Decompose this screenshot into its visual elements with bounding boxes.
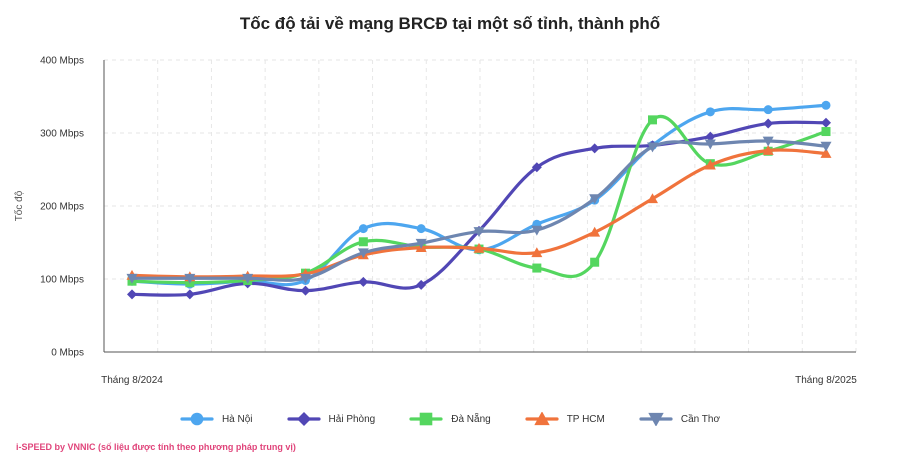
data-point <box>648 115 657 125</box>
data-point <box>473 227 485 238</box>
legend-label: Hải Phòng <box>328 413 376 425</box>
data-point <box>821 117 831 128</box>
data-point <box>820 141 832 152</box>
data-point <box>589 226 601 237</box>
legend-label: Đà Nẵng <box>451 413 491 425</box>
data-point <box>416 279 427 290</box>
data-point <box>763 118 774 129</box>
data-point <box>705 131 716 142</box>
data-point <box>532 263 542 273</box>
grid-layer <box>103 59 857 352</box>
legend-item[interactable]: Đà Nẵng <box>409 412 491 426</box>
data-point <box>821 127 831 137</box>
x-tick-label-start: Tháng 8/2024 <box>101 375 163 386</box>
legend-swatch <box>639 412 673 426</box>
footer-note: i-SPEED by VNNIC (số liệu được tính theo… <box>16 442 296 452</box>
series-line <box>130 148 828 279</box>
series-1 <box>127 117 831 300</box>
legend-swatch <box>525 412 559 426</box>
y-tick-label: 200 Mbps <box>40 202 84 213</box>
data-point <box>704 139 716 150</box>
legend-label: Hà Nội <box>221 413 253 425</box>
legend-marker <box>190 412 204 426</box>
series-layer <box>126 100 832 300</box>
data-point <box>589 143 600 154</box>
y-tick-label: 100 Mbps <box>40 275 84 286</box>
legend-marker <box>419 412 433 426</box>
series-line <box>130 103 828 287</box>
data-point <box>416 224 426 234</box>
data-point <box>763 105 773 115</box>
y-tick-label: 0 Mbps <box>51 348 84 359</box>
data-point <box>531 162 542 173</box>
legend: Hà Nội Hải Phòng Đà Nẵng TP HCM Cần Thơ <box>0 412 900 426</box>
data-point <box>358 276 369 287</box>
data-point <box>647 193 658 204</box>
data-point <box>184 273 196 284</box>
legend-swatch <box>409 412 443 426</box>
data-point <box>473 242 485 253</box>
data-point <box>762 136 774 147</box>
legend-item[interactable]: TP HCM <box>525 412 605 426</box>
data-point <box>126 273 138 284</box>
legend-marker <box>296 412 311 426</box>
legend-label: Cần Thơ <box>680 413 721 425</box>
legend-item[interactable]: Cần Thơ <box>639 412 720 426</box>
chart-title: Tốc độ tải về mạng BRCĐ tại một số tỉnh,… <box>239 14 661 33</box>
data-point <box>647 142 658 153</box>
data-point <box>531 247 543 258</box>
legend-marker <box>534 412 550 426</box>
series-0 <box>127 100 831 289</box>
data-point <box>821 100 831 110</box>
y-axis-title: Tốc độ <box>13 190 25 221</box>
data-point <box>127 289 137 300</box>
legend-marker <box>648 412 664 426</box>
legend-item[interactable]: Hà Nội <box>180 412 253 426</box>
data-point <box>358 224 368 234</box>
data-point <box>704 159 716 170</box>
data-point <box>357 248 369 259</box>
legend-label: TP HCM <box>566 413 605 425</box>
data-point <box>242 273 254 284</box>
data-point <box>820 147 832 158</box>
data-point <box>705 107 715 117</box>
data-point <box>762 145 774 155</box>
data-point <box>589 194 601 205</box>
y-tick-label: 300 Mbps <box>40 129 84 140</box>
data-point <box>300 273 311 284</box>
data-point <box>300 285 311 296</box>
data-point <box>531 225 543 236</box>
data-point <box>358 237 368 247</box>
series-line <box>130 120 828 297</box>
data-point <box>590 257 600 267</box>
legend-swatch <box>286 412 321 426</box>
series-line <box>130 115 828 285</box>
data-point <box>415 238 427 249</box>
series-4 <box>126 136 832 284</box>
series-2 <box>127 115 831 288</box>
legend-item[interactable]: Hải Phòng <box>286 412 376 426</box>
legend-swatch <box>180 412 214 426</box>
x-tick-label-end: Tháng 8/2025 <box>795 375 857 386</box>
data-point <box>184 289 195 300</box>
axis-layer: 0 Mbps 100 Mbps 200 Mbps 300 Mbps 400 Mbps Tố… <box>13 56 857 387</box>
y-tick-label: 400 Mbps <box>40 56 84 67</box>
